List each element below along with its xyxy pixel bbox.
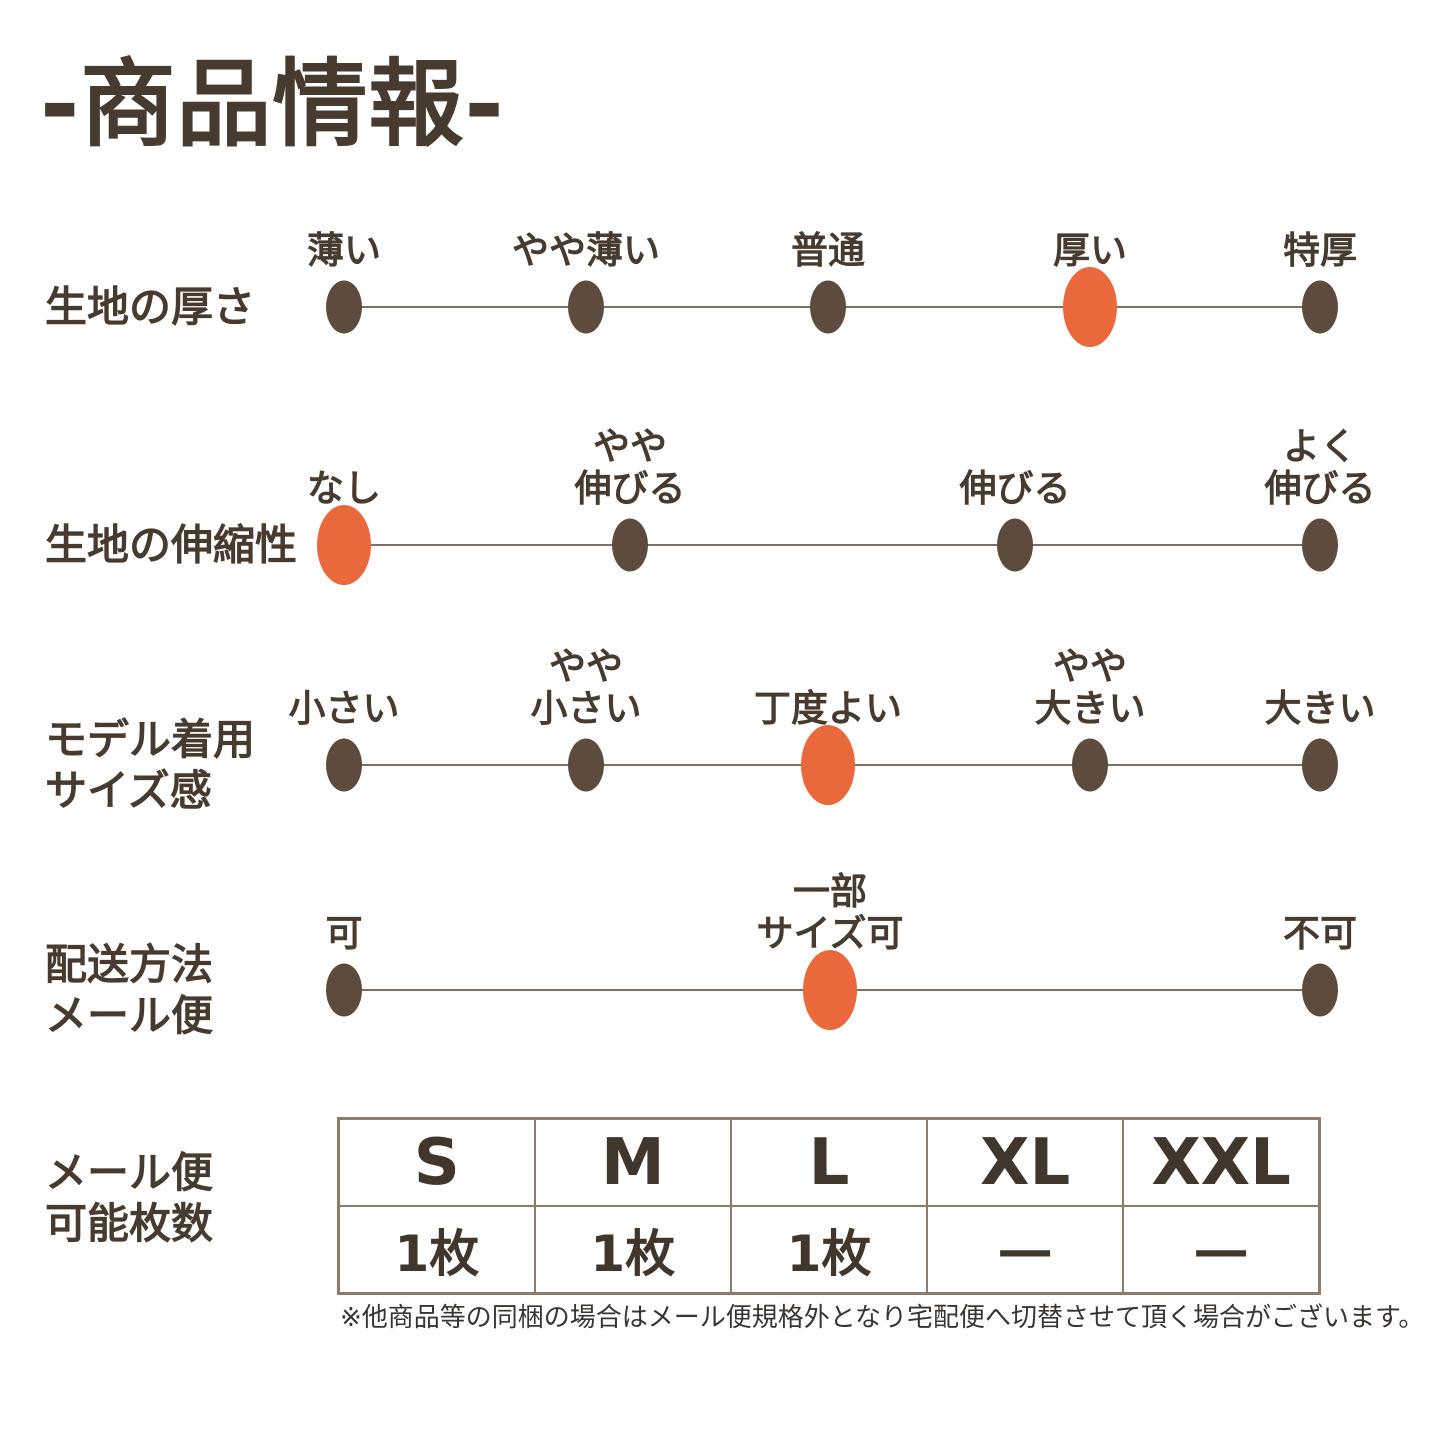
size-column-header: M xyxy=(533,1117,732,1207)
scale-dot xyxy=(326,963,362,1017)
capacity-cell: 1枚 xyxy=(729,1205,929,1295)
table-value-row: 1枚 1枚 1枚 ― ― xyxy=(337,1205,1321,1295)
scale-option-label: やや 大きい xyxy=(1034,644,1146,731)
scale-option-label: 普通 xyxy=(791,230,865,273)
label-line: 厚い xyxy=(1053,229,1127,273)
scale-option-label: 特厚 xyxy=(1283,230,1357,273)
scale-dot xyxy=(568,280,604,334)
label-line: 伸びる xyxy=(959,467,1071,511)
scale-option-label: 一部 サイズ可 xyxy=(756,869,904,956)
size-column-header: S xyxy=(337,1117,536,1207)
label-line: なし xyxy=(307,467,381,511)
page-title: -商品情報- xyxy=(40,50,505,160)
scale-row-label: 生地の厚さ xyxy=(45,281,255,332)
size-table-label: メール便 可能枚数 xyxy=(45,1147,213,1249)
scale-dot-selected xyxy=(317,505,371,585)
scale-dot-selected xyxy=(801,725,855,805)
scale-dot xyxy=(612,518,648,572)
label-line: やや xyxy=(1053,644,1127,688)
label-line: 小さい xyxy=(288,687,400,731)
scale-dot xyxy=(1302,738,1338,792)
label-line: 薄い xyxy=(307,229,381,273)
label-line: 一部 xyxy=(792,869,867,913)
scale-dot-selected xyxy=(803,950,857,1030)
label-line: 丁度よい xyxy=(754,687,902,731)
scale-row-label: 生地の伸縮性 xyxy=(45,519,297,570)
scale-dot xyxy=(326,738,362,792)
table-header-row: S M L XL XXL xyxy=(337,1117,1321,1207)
scale-option-label: 薄い xyxy=(307,230,381,273)
scale-line xyxy=(344,544,1320,546)
scale-dot xyxy=(810,280,846,334)
label-line: モデル着用 xyxy=(45,714,256,764)
scale-option-label: 厚い xyxy=(1053,230,1127,273)
scale-dot xyxy=(1072,738,1108,792)
label-line: やや xyxy=(593,424,667,468)
scale-option-label: 小さい xyxy=(289,688,400,731)
label-line: 大きい xyxy=(1034,687,1146,731)
label-line: 可能枚数 xyxy=(45,1199,214,1248)
label-line: 大きい xyxy=(1264,687,1376,731)
scale-dot xyxy=(1302,280,1338,334)
scale-dot xyxy=(1302,963,1338,1017)
label-line: やや xyxy=(549,644,623,688)
scale-option-label: 大きい xyxy=(1265,688,1376,731)
size-column-header: L xyxy=(729,1117,929,1207)
scale-row-label: モデル着用 サイズ感 xyxy=(45,714,255,816)
capacity-cell: 1枚 xyxy=(337,1205,536,1295)
scale-option-label: 不可 xyxy=(1283,913,1357,956)
label-line: メール便 xyxy=(45,991,214,1040)
label-line: やや薄い xyxy=(512,229,660,273)
label-line: 不可 xyxy=(1283,912,1357,956)
label-line: よく xyxy=(1283,424,1357,468)
scale-dot xyxy=(1302,518,1338,572)
scale-option-label: 伸びる xyxy=(960,468,1071,511)
label-line: メール便 xyxy=(45,1147,214,1197)
capacity-cell: 1枚 xyxy=(533,1205,732,1295)
size-column-header: XXL xyxy=(1122,1117,1321,1207)
size-column-header: XL xyxy=(926,1117,1125,1207)
scale-option-label: 可 xyxy=(326,913,363,956)
label-line: 配送方法 xyxy=(45,939,214,989)
label-line: サイズ感 xyxy=(45,766,212,815)
scale-row-label: 配送方法 メール便 xyxy=(45,939,213,1041)
mail-capacity-table: S M L XL XXL 1枚 1枚 1枚 ― ― xyxy=(337,1117,1321,1295)
scale-option-label: やや 伸びる xyxy=(574,424,686,511)
scale-dot xyxy=(997,518,1033,572)
scale-option-label: なし xyxy=(307,468,381,511)
label-line: 可 xyxy=(325,912,363,956)
label-line: 普通 xyxy=(791,229,865,273)
label-line: 伸びる xyxy=(574,467,686,511)
footnote: ※他商品等の同梱の場合はメール便規格外となり宅配便へ切替させて頂く場合がございま… xyxy=(340,1303,1425,1333)
capacity-cell: ― xyxy=(926,1205,1125,1295)
scale-dot-selected xyxy=(1063,267,1117,347)
label-line: 小さい xyxy=(530,687,642,731)
scale-option-label: やや薄い xyxy=(512,230,660,273)
scale-option-label: 丁度よい xyxy=(754,688,902,731)
capacity-cell: ― xyxy=(1122,1205,1321,1295)
scale-dot xyxy=(568,738,604,792)
scale-dot xyxy=(326,280,362,334)
scale-option-label: やや 小さい xyxy=(530,644,642,731)
label-line: 生地の厚さ xyxy=(45,282,256,332)
label-line: 伸びる xyxy=(1264,467,1376,511)
label-line: 特厚 xyxy=(1283,229,1357,273)
scale-option-label: よく 伸びる xyxy=(1264,424,1376,511)
label-line: サイズ可 xyxy=(756,912,904,956)
label-line: 生地の伸縮性 xyxy=(45,520,298,570)
